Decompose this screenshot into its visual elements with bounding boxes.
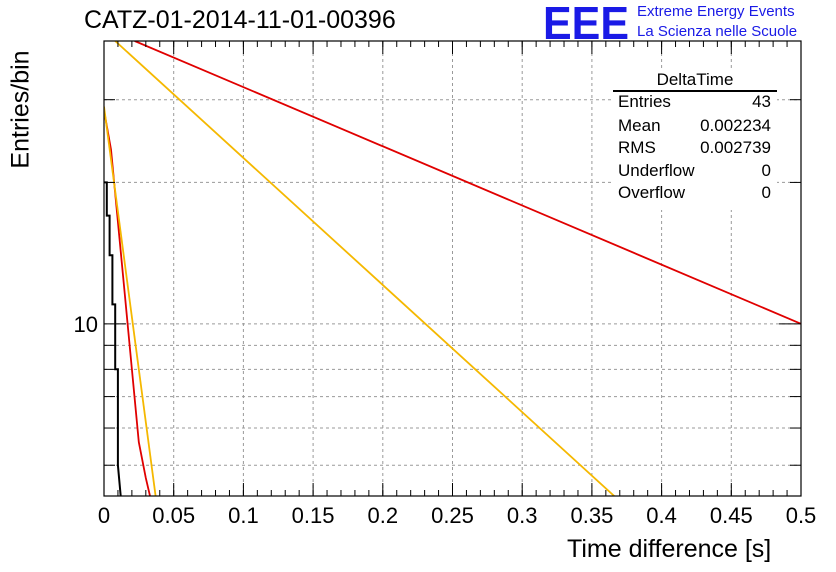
x-tick-label: 0.25: [431, 503, 474, 528]
fit-line-series-1: [104, 110, 151, 496]
x-tick-label: 0.15: [292, 503, 335, 528]
stats-row-underflow: Underflow 0: [618, 161, 771, 183]
x-tick-label: 0.45: [710, 503, 753, 528]
x-axis-label: Time difference [s]: [567, 535, 772, 563]
x-tick-label: 0.4: [646, 503, 677, 528]
fit-line-series-2: [134, 41, 801, 325]
eee-logo-icon: EEE: [543, 1, 629, 43]
stats-label: RMS: [618, 138, 656, 157]
stats-row-mean: Mean 0.002234: [618, 116, 771, 138]
stats-value: 0: [761, 161, 771, 180]
x-tick-label: 0.05: [152, 503, 195, 528]
y-tick-label: 10: [74, 312, 98, 337]
stats-label: Mean: [618, 116, 661, 135]
x-tick-label: 0.35: [570, 503, 613, 528]
stats-value: 43: [752, 92, 771, 111]
stats-label: Underflow: [618, 161, 695, 180]
logo-line-1: Extreme Energy Events: [637, 3, 795, 20]
stats-row-overflow: Overflow 0: [618, 183, 771, 205]
tick-label-layer: 0 0.05 0.1 0.15 0.2 0.25 0.3 0.35 0.4 0.45 0.5 10: [74, 312, 817, 528]
fit-line-series-4: [114, 41, 615, 496]
stats-value: 0.002739: [700, 138, 771, 157]
stats-value: 0: [761, 183, 771, 202]
stats-row-rms: RMS 0.002739: [618, 138, 771, 160]
x-tick-label: 0.3: [507, 503, 538, 528]
histogram-series: [104, 181, 122, 496]
stats-box: DeltaTime Entries 43 Mean 0.002234 RMS 0…: [613, 70, 777, 210]
axes-layer: [103, 40, 802, 497]
stats-title: DeltaTime: [656, 70, 734, 89]
x-tick-label: 0: [98, 503, 110, 528]
x-tick-label: 0.1: [228, 503, 259, 528]
x-tick-label: 0.2: [368, 503, 399, 528]
stats-row-entries: Entries 43: [618, 92, 771, 114]
series-layer: [104, 41, 801, 496]
logo-letters: EEE: [543, 1, 629, 43]
fit-line-series-3: [104, 106, 157, 496]
plot-frame: [103, 40, 802, 497]
y-axis-label: Entries/bin: [6, 50, 35, 169]
stats-value: 0.002234: [700, 116, 771, 135]
logo-line-2: La Scienza nelle Scuole: [637, 23, 798, 40]
stats-title-underline: [613, 90, 777, 92]
chart-title: CATZ-01-2014-11-01-00396: [84, 6, 396, 34]
stats-label: Overflow: [618, 183, 686, 202]
x-tick-label: 0.5: [786, 503, 817, 528]
stats-label: Entries: [618, 92, 671, 111]
